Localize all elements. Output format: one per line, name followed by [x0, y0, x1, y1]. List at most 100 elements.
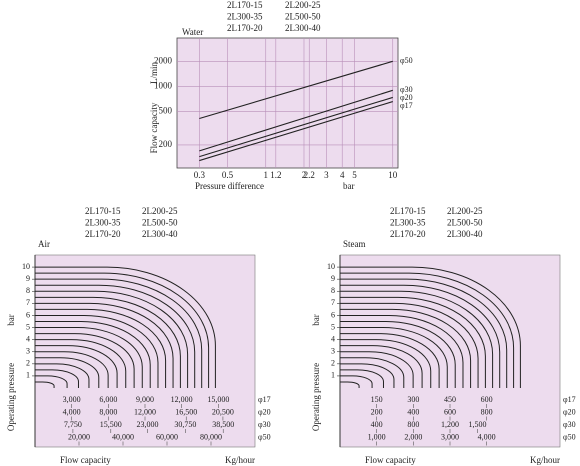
y-tick-label: 9 [331, 274, 335, 283]
scale-tick-label: 300 [407, 395, 419, 404]
y-axis-unit: L/min [149, 62, 159, 84]
pressure-curve [340, 314, 464, 388]
scale-tick-label: 12,000 [171, 395, 193, 404]
pressure-curve [35, 351, 109, 388]
y-axis-label: Flow capacity [149, 102, 159, 153]
series-label: φ30 [400, 85, 413, 94]
y-tick-label: 6 [331, 310, 335, 319]
model-label: 2L300-40 [285, 23, 321, 33]
pressure-curve [340, 375, 373, 388]
pressure-curve [340, 278, 508, 388]
model-label: 2L500-50 [285, 12, 321, 22]
scale-tick-label: 30,750 [174, 420, 196, 429]
y-tick-label: 2000 [154, 55, 173, 65]
pressure-curve [35, 381, 55, 388]
pressure-curve [340, 381, 360, 388]
series-label: φ50 [400, 56, 413, 65]
pressure-curve [35, 278, 203, 388]
y-tick-label: 7 [331, 298, 335, 307]
scale-name: φ30 [258, 420, 271, 429]
scale-tick-label: 3,000 [441, 432, 459, 441]
scale-tick-label: 16,500 [175, 407, 197, 416]
y-axis-unit: bar [311, 314, 321, 326]
pressure-curve [35, 308, 167, 388]
pressure-curve [340, 308, 472, 388]
pressure-curve [340, 363, 395, 388]
pressure-curve [340, 327, 448, 388]
x-tick-label: 1.2 [270, 170, 281, 180]
pressure-curve [340, 357, 405, 388]
scale-tick-label: 6,000 [99, 395, 117, 404]
pressure-curve [35, 363, 90, 388]
y-tick-label: 5 [26, 322, 30, 331]
x-axis-unit: bar [343, 181, 355, 191]
y-tick-label: 8 [26, 286, 30, 295]
pressure-curve [340, 296, 486, 388]
y-tick-label: 4 [26, 334, 30, 343]
scale-tick-label: 4,000 [478, 432, 496, 441]
y-tick-label: 8 [331, 286, 335, 295]
scale-tick-label: 23,000 [136, 420, 158, 429]
pressure-curve [340, 351, 414, 388]
y-tick-label: 10 [22, 262, 30, 271]
pressure-curve [35, 333, 135, 388]
pressure-curve [35, 272, 210, 388]
pressure-curve [340, 272, 515, 388]
scale-name: φ50 [563, 432, 576, 441]
scale-tick-label: 12,000 [134, 407, 156, 416]
model-label: 2L500-50 [447, 218, 483, 228]
chart-title: Steam [343, 239, 366, 249]
y-tick-label: 4 [331, 334, 335, 343]
y-tick-label: 500 [159, 106, 173, 116]
pressure-curve [35, 321, 151, 388]
model-label: 2L170-15 [85, 206, 121, 216]
x-tick-label: 2 [302, 170, 307, 180]
model-label: 2L170-20 [85, 229, 121, 239]
pressure-curve [35, 296, 181, 388]
y-tick-label: 6 [26, 310, 30, 319]
scale-tick-label: 400 [371, 420, 383, 429]
y-axis-label: Operating pressure [311, 363, 321, 431]
scale-tick-label: 15,000 [207, 395, 229, 404]
series-line [199, 101, 393, 162]
scale-tick-label: 1,500 [469, 420, 487, 429]
scale-tick-label: 800 [481, 407, 493, 416]
model-label: 2L200-25 [447, 206, 483, 216]
scale-name: φ17 [258, 395, 271, 404]
pressure-curve [35, 314, 159, 388]
model-label: 2L170-15 [227, 0, 263, 10]
scale-name: φ20 [258, 407, 271, 416]
series-label: φ17 [400, 101, 413, 110]
y-tick-label: 1 [331, 371, 335, 380]
pressure-curve [340, 369, 384, 388]
scale-tick-label: 40,000 [112, 432, 134, 441]
x-axis-label: Flow capacity [60, 455, 111, 465]
pressure-curve [340, 345, 423, 388]
pressure-curve [35, 375, 68, 388]
pressure-curve [35, 302, 174, 388]
scale-tick-label: 400 [407, 407, 419, 416]
model-label: 2L170-15 [390, 206, 426, 216]
model-label: 2L300-35 [390, 218, 426, 228]
scale-tick-label: 4,000 [63, 407, 81, 416]
x-tick-label: 2.2 [304, 170, 315, 180]
scale-tick-label: 7,750 [64, 420, 82, 429]
pressure-curve [340, 339, 432, 388]
series-line [199, 96, 393, 158]
y-tick-label: 9 [26, 274, 30, 283]
model-label: 2L170-20 [227, 23, 263, 33]
series-line [199, 60, 393, 120]
y-tick-label: 200 [159, 139, 173, 149]
pressure-curve [35, 266, 216, 388]
pressure-curve [340, 284, 501, 388]
scale-tick-label: 8,000 [99, 407, 117, 416]
scale-tick-label: 20,000 [68, 432, 90, 441]
scale-tick-label: 1,200 [441, 420, 459, 429]
scale-name: φ30 [563, 420, 576, 429]
y-tick-label: 5 [331, 322, 335, 331]
pressure-curve [35, 327, 143, 388]
pressure-curve [340, 266, 521, 388]
pressure-curve [340, 333, 440, 388]
y-tick-label: 1000 [154, 81, 173, 91]
